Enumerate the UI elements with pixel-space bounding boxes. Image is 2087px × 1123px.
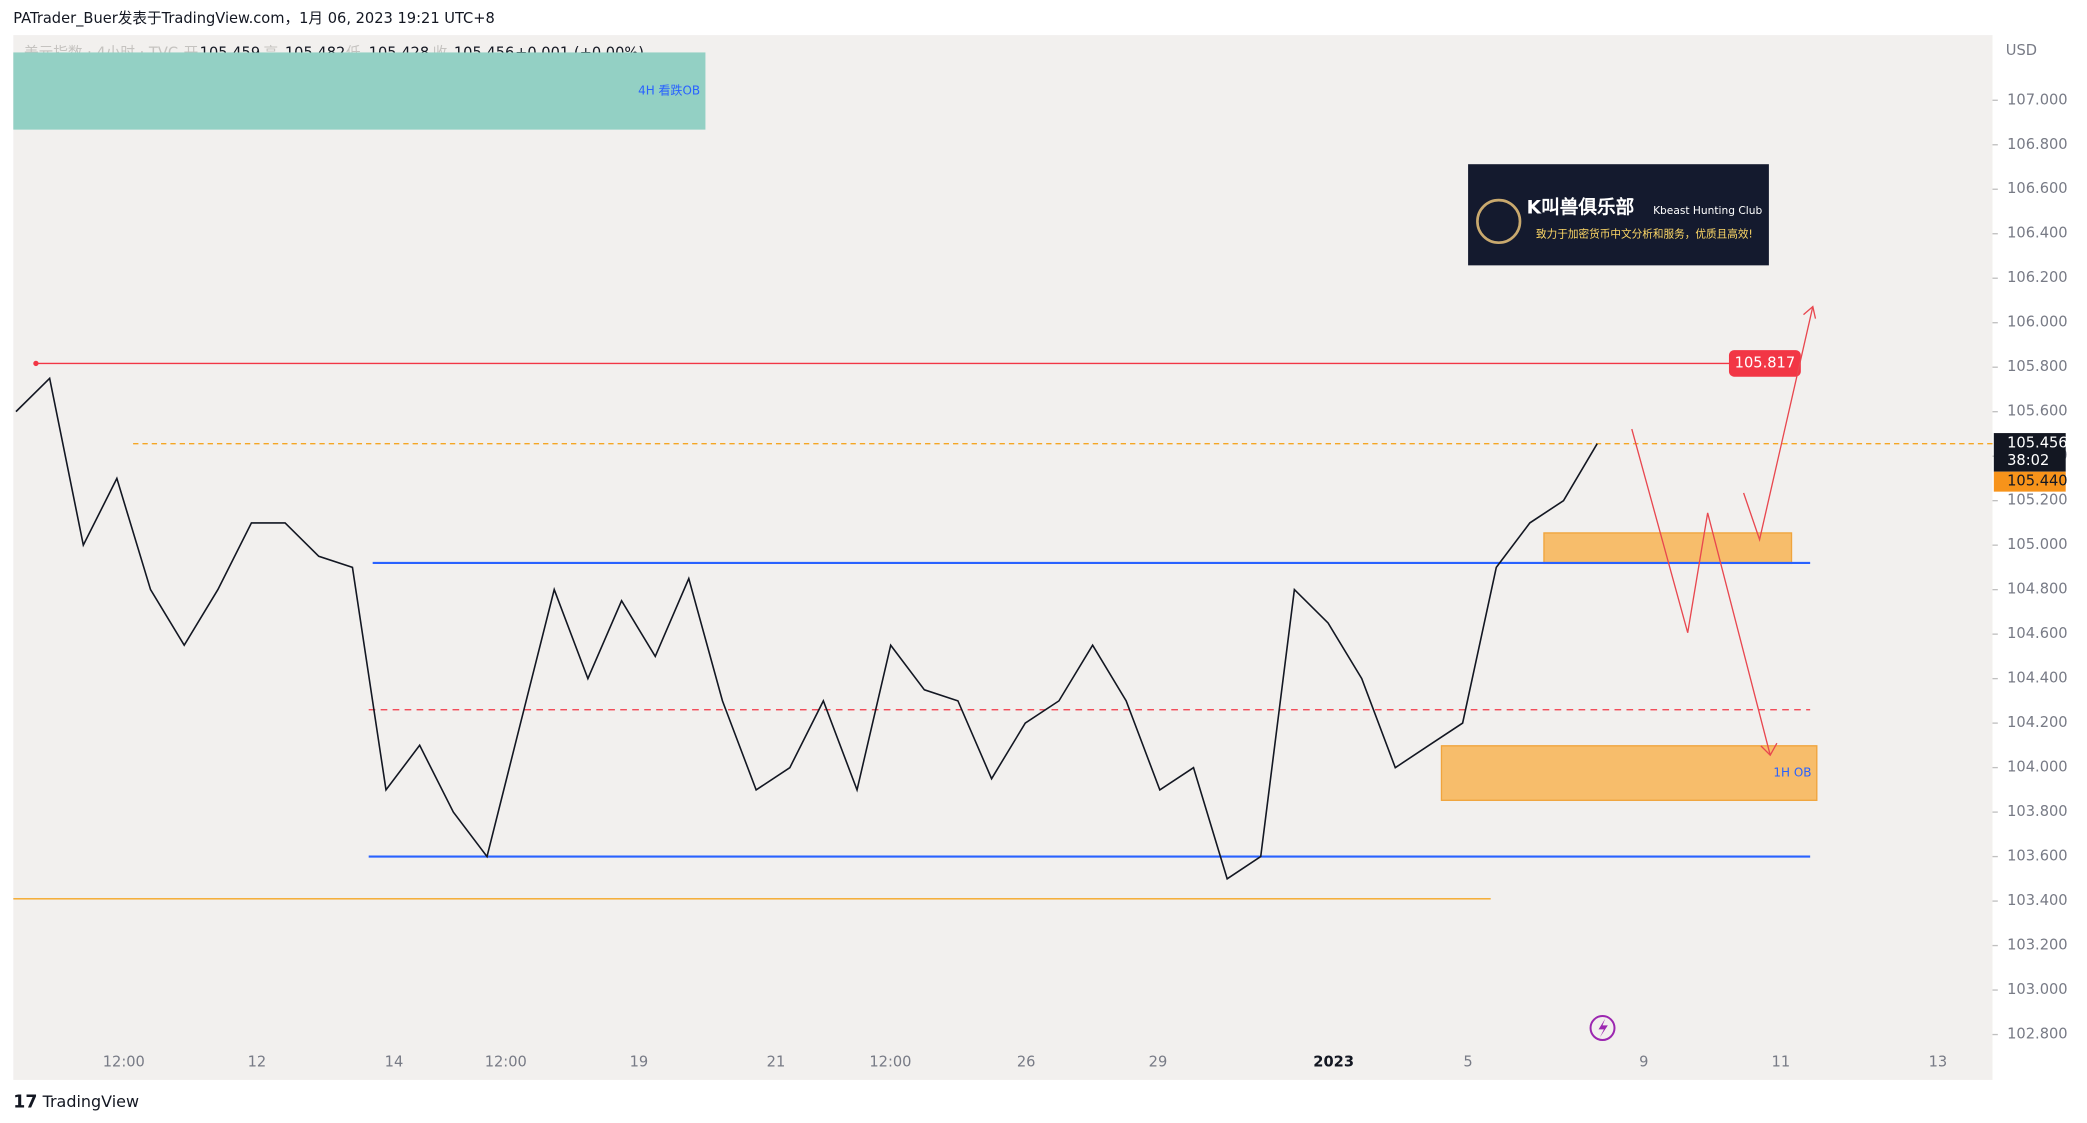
logo-icon (1476, 198, 1522, 245)
last-price-box (1993, 433, 2066, 472)
footer: 𝟭𝟳 TradingView (13, 1092, 139, 1113)
x-tick-label: 29 (1149, 1054, 1168, 1071)
y-tick-label: 103.800 (2007, 803, 2067, 820)
y-tick-label: 107.000 (2007, 91, 2067, 108)
y-tick-label: 105.200 (2007, 492, 2067, 509)
y-tick-label: 104.200 (2007, 714, 2067, 731)
alert-icon[interactable] (1589, 1015, 1616, 1041)
arrow-head (1760, 742, 1778, 757)
level-label: 105.817 (1735, 354, 1795, 371)
x-tick-label: 12:00 (485, 1054, 527, 1071)
y-tick-label: 105.000 (2007, 536, 2067, 553)
x-tick-label: 26 (1017, 1054, 1036, 1071)
y-tick-label: 102.800 (2007, 1026, 2067, 1043)
y-tick-label: 104.400 (2007, 670, 2067, 687)
x-tick-label: 13 (1929, 1054, 1948, 1071)
arrow-path (1742, 306, 1814, 542)
y-tick-label: 103.600 (2007, 848, 2067, 865)
y-tick-label: 105.800 (2007, 358, 2067, 375)
x-tick-label: 11 (1772, 1054, 1791, 1071)
footer-text: TradingView (42, 1092, 139, 1111)
x-tick-label: 5 (1463, 1054, 1472, 1071)
zone (13, 52, 706, 130)
price-tag-box (1993, 471, 2066, 492)
y-tick-label: 103.000 (2007, 981, 2067, 998)
y-tick-label: 105.600 (2007, 403, 2067, 420)
logo-slogan: 致力于加密货币中文分析和服务，优质且高效! (1536, 228, 1753, 241)
logo-title: K叫兽俱乐部 (1527, 197, 1635, 219)
last-price: 105.456 (2007, 435, 2067, 452)
level-anchor (33, 360, 39, 367)
y-tick-label: 103.400 (2007, 892, 2067, 909)
y-tick-label: 104.000 (2007, 759, 2067, 776)
header: PATrader_Buer发表于TradingView.com，1月 06, 2… (13, 10, 495, 27)
x-tick-label: 9 (1639, 1054, 1648, 1071)
logo-sub: Kbeast Hunting Club (1653, 204, 1762, 217)
y-tick-label: 106.000 (2007, 314, 2067, 331)
y-tick-label: 103.200 (2007, 937, 2067, 954)
logo: K叫兽俱乐部 Kbeast Hunting Club 致力于加密货币中文分析和服… (1468, 164, 1769, 266)
y-tick-label: 106.400 (2007, 225, 2067, 242)
x-tick-label: 12:00 (103, 1054, 145, 1071)
arrow-path (1631, 428, 1771, 756)
countdown: 38:02 (2007, 452, 2049, 469)
arrow-head (1803, 305, 1817, 319)
price-tag: 105.440 (2007, 473, 2067, 490)
x-tick-label: 14 (385, 1054, 404, 1071)
alert-bolt (1598, 1018, 1608, 1038)
zone-label: 1H OB (1773, 766, 1811, 780)
level-badge (1728, 350, 1801, 377)
y-tick-label: 104.600 (2007, 625, 2067, 642)
y-tick-label: 106.800 (2007, 136, 2067, 153)
zone-label: 4H 看跌OB (638, 83, 700, 98)
x-tick-label: 21 (767, 1054, 786, 1071)
zone (1440, 745, 1818, 801)
icon[interactable] (1589, 1015, 1616, 1041)
price-line (15, 376, 1598, 881)
x-tick-label: 2023 (1313, 1054, 1354, 1071)
x-tick-label: 12:00 (869, 1054, 911, 1071)
currency: USD (2006, 42, 2037, 59)
arrows (1631, 305, 1817, 757)
x-tick-label: 12 (248, 1054, 267, 1071)
x-tick-label: 19 (630, 1054, 649, 1071)
y-tick-label: 106.600 (2007, 180, 2067, 197)
y-tick-label: 106.200 (2007, 269, 2067, 286)
footer-logo: 𝟭𝟳 (13, 1093, 37, 1113)
y-tick-label: 104.800 (2007, 581, 2067, 598)
